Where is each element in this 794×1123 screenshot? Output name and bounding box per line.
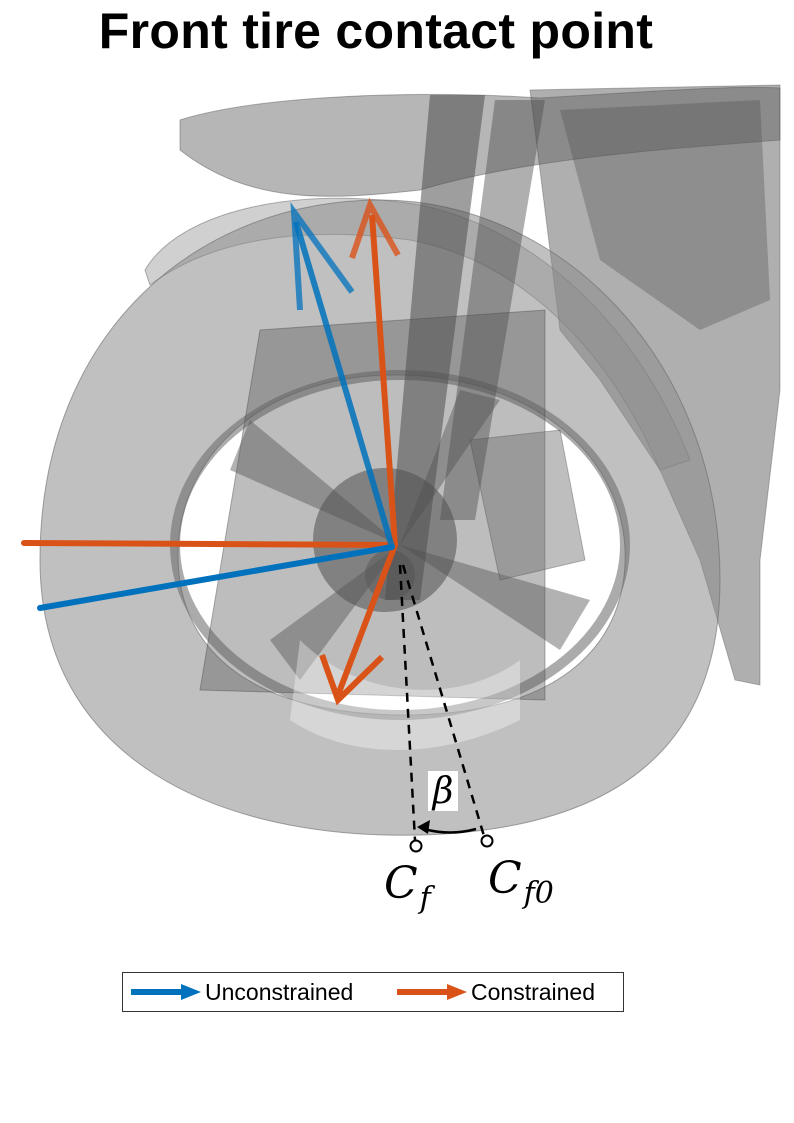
motorcycle-3d-model <box>39 84 781 836</box>
constrained-axes <box>21 197 401 706</box>
brake-caliper <box>469 429 586 581</box>
blue-arrow-icon <box>131 984 201 1000</box>
beta-label-background <box>428 771 458 811</box>
unconstrained-x-axis <box>37 544 395 611</box>
unconstrained-y-arrowhead <box>290 201 355 311</box>
constrained-z-arrowhead <box>319 653 385 706</box>
beta-arrowhead <box>417 820 430 834</box>
contact-point-cf0 <box>480 834 494 848</box>
contact-lines <box>398 564 494 853</box>
spokes <box>230 390 590 680</box>
figure-title: Front tire contact point <box>98 3 654 59</box>
legend-entry-unconstrained: Unconstrained <box>129 973 353 1011</box>
fork-tube-rear <box>440 100 545 520</box>
cf0-label: Cf0 <box>488 853 554 911</box>
dashed-line-cf <box>398 564 417 841</box>
constrained-z-axis <box>335 543 398 697</box>
constrained-y-axis <box>369 214 398 546</box>
fork-tube <box>385 95 485 600</box>
constrained-y-arrowhead <box>349 197 401 259</box>
legend: Unconstrained Constrained <box>122 972 624 1012</box>
unconstrained-axes <box>37 201 395 611</box>
contact-point-cf <box>409 839 423 853</box>
unconstrained-y-axis <box>293 221 395 548</box>
legend-label-constrained: Constrained <box>471 978 596 1005</box>
constrained-x-axis <box>21 540 398 548</box>
legend-label-unconstrained: Unconstrained <box>205 978 354 1005</box>
cf-label: Cf <box>384 858 436 916</box>
orange-arrow-icon <box>397 984 467 1000</box>
legend-entry-constrained: Constrained <box>395 973 595 1011</box>
beta-label: β <box>431 771 454 812</box>
